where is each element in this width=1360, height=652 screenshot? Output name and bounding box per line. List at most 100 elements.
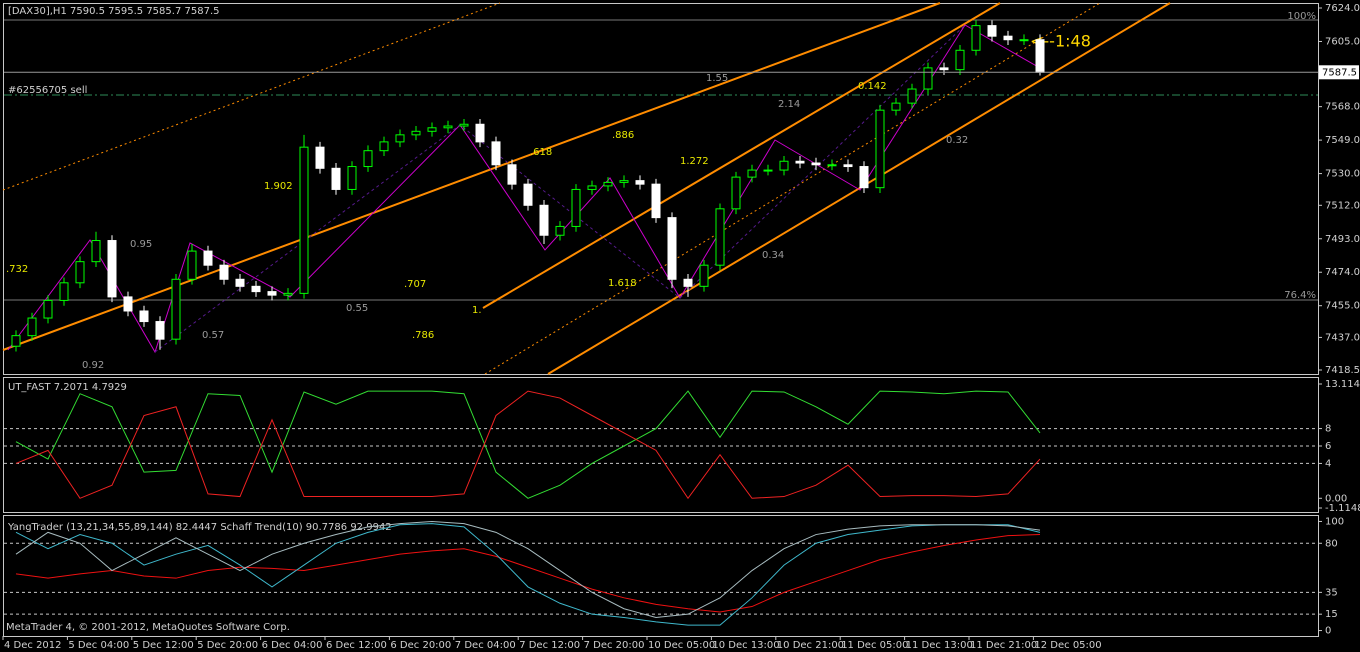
y-tick-label: 15: [1325, 609, 1338, 620]
y-tick-label: 80: [1325, 538, 1338, 549]
indicator-line: [15, 390, 1041, 500]
x-tick-label: 7 Dec 20:00: [584, 640, 645, 651]
y-tick-label: 7493.0: [1325, 234, 1360, 245]
candle-body: [939, 67, 949, 71]
fib-annotation: .707: [404, 279, 426, 290]
y-tick-label: 7512.0: [1325, 200, 1360, 211]
fib-annotation: 0.57: [202, 330, 224, 341]
fib-annotation: .732: [6, 264, 28, 275]
fib-annotation: 0.92: [82, 360, 104, 371]
order-label: #62556705 sell: [8, 85, 87, 96]
indicator-title: UT_FAST 7.2071 4.7929: [8, 382, 127, 393]
y-tick-label: 7418.5: [1325, 365, 1360, 376]
candle-body: [827, 164, 837, 167]
candle-body: [555, 225, 565, 236]
candle-body: [779, 160, 789, 171]
ut-frame: [3, 377, 1319, 513]
footer: MetaTrader 4, © 2001-2012, MetaQuotes So…: [6, 622, 290, 633]
y-tick-label: 0.00: [1325, 493, 1347, 504]
candle-body: [955, 49, 965, 71]
y-tick-label: 7624.0: [1325, 3, 1360, 14]
x-tick-label: 10 Dec 13:00: [712, 640, 779, 651]
y-tick-label: 7568.0: [1325, 102, 1360, 113]
candle-body: [251, 285, 261, 293]
y-tick-label: 7549.0: [1325, 135, 1360, 146]
y-tick-label: 7530.0: [1325, 169, 1360, 180]
indicator-line: [15, 520, 1041, 618]
candle-body: [651, 183, 661, 219]
candle-body: [523, 183, 533, 206]
candle-body: [571, 188, 581, 227]
candle-body: [267, 291, 277, 296]
candle-body: [107, 240, 117, 298]
fib-annotation: 1.618: [608, 278, 637, 289]
candle-body: [299, 146, 309, 294]
candle-body: [155, 321, 165, 340]
candle-body: [619, 180, 629, 183]
indicator-line: [15, 390, 1041, 499]
candle-body: [491, 141, 501, 166]
candle-body: [459, 123, 469, 127]
candle-body: [987, 25, 997, 37]
candle-body: [907, 88, 917, 104]
candle-body: [747, 169, 757, 178]
x-tick-label: 5 Dec 04:00: [68, 640, 129, 651]
frames: [3, 3, 1319, 637]
y-tick-label: 7455.0: [1325, 301, 1360, 312]
yang-frame: [3, 515, 1319, 637]
candle-body: [187, 250, 197, 280]
candle-body: [971, 25, 981, 51]
candle-body: [27, 317, 37, 337]
x-tick-label: 11 Dec 21:00: [970, 640, 1037, 651]
candle-body: [683, 278, 693, 287]
y-tick-label: 0: [1325, 626, 1331, 637]
current-price-box: [1319, 65, 1359, 80]
y-tick-label: 6: [1325, 441, 1331, 452]
x-tick-label: 10 Dec 21:00: [777, 640, 844, 651]
x-tick-label: 10 Dec 05:00: [648, 640, 715, 651]
indicator-line: [15, 523, 1041, 626]
candle-body: [587, 185, 597, 190]
drawings: [2, 2, 1318, 375]
candle-body: [91, 240, 101, 263]
candle-body: [379, 141, 389, 152]
fib-annotation: 0.32: [946, 135, 968, 146]
candle-body: [763, 169, 773, 172]
candle-body: [811, 162, 821, 166]
fib-annotation: 1.55: [706, 73, 728, 84]
candle-body: [859, 166, 869, 189]
candle-body: [75, 261, 85, 284]
candle-body: [603, 181, 613, 187]
candle-body: [539, 204, 549, 236]
candle-body: [1003, 35, 1013, 41]
candle-body: [443, 125, 453, 129]
fib-label: 100%: [1287, 11, 1316, 22]
y-tick-label: 7605.0: [1325, 36, 1360, 47]
candle-body: [43, 299, 53, 319]
candle-body: [635, 180, 645, 185]
x-tick-label: 12 Dec 05:00: [1034, 640, 1101, 651]
candle-body: [139, 310, 149, 323]
candle-body: [203, 250, 213, 266]
x-tick-label: 5 Dec 12:00: [133, 640, 194, 651]
x-tick-label: 6 Dec 12:00: [326, 640, 387, 651]
channel-line: [547, 2, 1171, 375]
candle-body: [507, 164, 517, 185]
fib-label: 76.4%: [1284, 290, 1316, 301]
x-tick-label: 5 Dec 20:00: [197, 640, 258, 651]
x-tick-label: 7 Dec 12:00: [519, 640, 580, 651]
fib-annotation: 0.34: [762, 250, 784, 261]
channel-line: [2, 2, 941, 351]
timer-label: <--1:48: [1030, 32, 1091, 51]
candle-body: [315, 146, 325, 169]
candle-body: [331, 167, 341, 190]
fib-annotation: .786: [412, 330, 434, 341]
candle-body: [427, 127, 437, 132]
chart-title: [DAX30],H1 7590.5 7595.5 7585.7 7587.5: [8, 6, 219, 17]
y-tick-label: 8: [1325, 424, 1331, 435]
candle-body: [123, 296, 133, 312]
fib-annotation: 0.55: [346, 303, 368, 314]
